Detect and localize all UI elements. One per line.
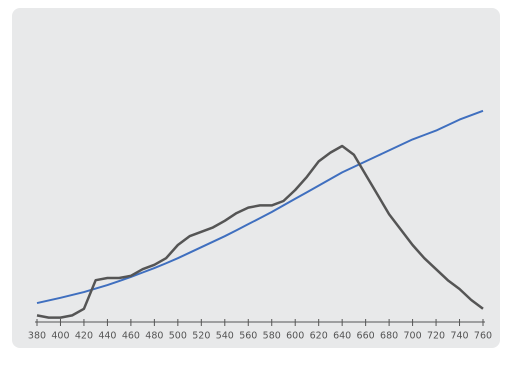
x-tick-label: 720 xyxy=(427,331,445,342)
line-series xyxy=(36,109,484,305)
x-tick-label: 760 xyxy=(474,331,492,342)
x-tick-label: 640 xyxy=(333,331,351,342)
panel xyxy=(12,8,500,348)
x-tick-label: 580 xyxy=(263,331,281,342)
x-tick-label: 460 xyxy=(122,331,140,342)
x-tick-label: 600 xyxy=(286,331,304,342)
x-tick-label: 660 xyxy=(357,331,375,342)
x-tick-label: 740 xyxy=(450,331,468,342)
x-tick-label: 540 xyxy=(216,331,234,342)
x-tick-label: 560 xyxy=(239,331,257,342)
x-tick-label: 400 xyxy=(51,331,69,342)
x-tick-label: 620 xyxy=(310,331,328,342)
x-tick-label: 500 xyxy=(169,331,187,342)
line-series xyxy=(36,144,484,319)
x-tick-label: 440 xyxy=(98,331,116,342)
x-tick-label: 380 xyxy=(28,331,46,342)
x-tick-label: 680 xyxy=(380,331,398,342)
x-tick-label: 520 xyxy=(192,331,210,342)
x-tick-label: 480 xyxy=(145,331,163,342)
x-tick-label: 700 xyxy=(404,331,422,342)
x-tick-label: 420 xyxy=(75,331,93,342)
